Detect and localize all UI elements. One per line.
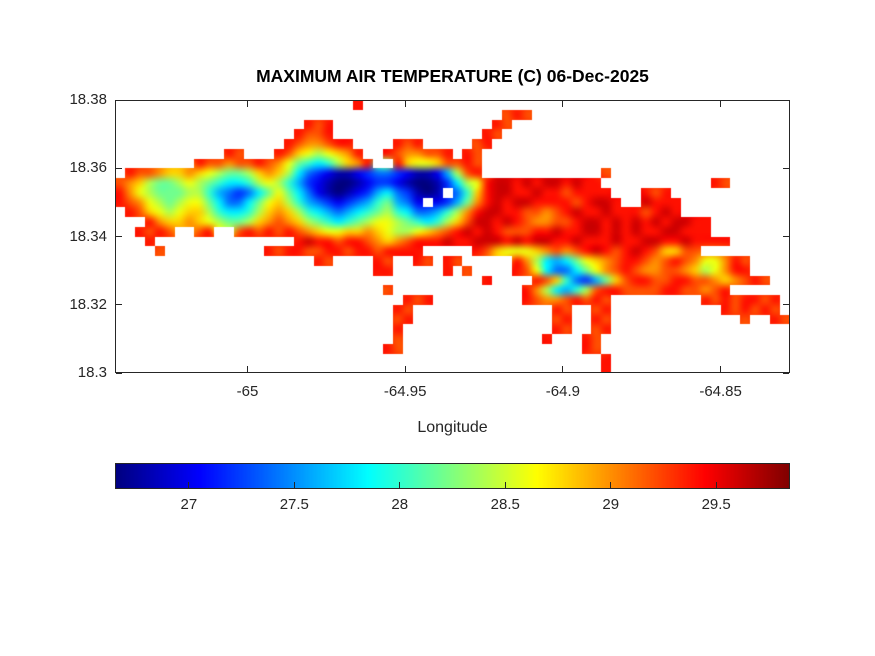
colorbar-tick-label: 29: [602, 496, 620, 513]
chart-title: MAXIMUM AIR TEMPERATURE (C) 06-Dec-2025: [256, 66, 649, 86]
colorbar-gradient-canvas: [115, 463, 790, 489]
x-tick-label: -65: [236, 383, 259, 400]
y-tick-label: 18.34: [69, 227, 107, 245]
colorbar-tick-label: 28.5: [490, 496, 520, 513]
x-axis-label: Longitude: [417, 419, 488, 436]
x-tick-label: -64.95: [383, 383, 427, 400]
colorbar-tick-label: 27: [180, 496, 198, 513]
x-tick-label: -64.85: [699, 383, 742, 400]
x-tick-label: -64.9: [545, 383, 580, 400]
y-tick-label: 18.38: [69, 91, 107, 108]
colorbar-tick-label: 28: [391, 496, 409, 513]
y-tick-label: 18.3: [77, 364, 107, 381]
y-tick-label: 18.36: [69, 159, 107, 177]
colorbar-tick-label: 29.5: [701, 496, 731, 513]
colorbar-tick-label: 27.5: [279, 496, 309, 513]
temperature-heatmap-canvas: [115, 100, 790, 373]
y-tick-label: 18.32: [69, 295, 107, 313]
